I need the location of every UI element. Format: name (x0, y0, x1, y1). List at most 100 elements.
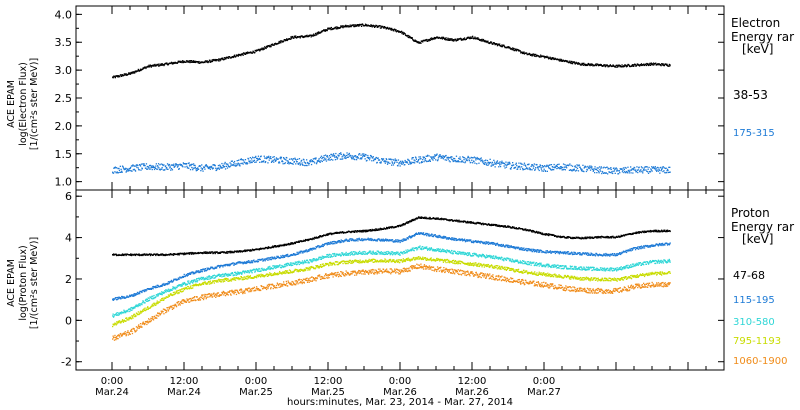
proton-data-point (382, 238, 384, 240)
proton-data-point (362, 231, 364, 233)
proton-data-point (397, 239, 399, 241)
electron-data-point (610, 167, 612, 169)
proton-data-point (495, 225, 497, 227)
electron-data-point (241, 159, 243, 161)
proton-data-point (143, 254, 145, 256)
proton-data-point (351, 238, 353, 240)
electron-data-point (209, 61, 211, 63)
electron-data-point (610, 168, 612, 171)
electron-data-point (376, 161, 378, 164)
electron-data-point (150, 165, 152, 167)
electron-data-point (542, 166, 544, 168)
proton-data-point (499, 224, 501, 227)
electron-data-point (568, 164, 570, 166)
electron-data-point (336, 28, 338, 30)
proton-data-point (495, 244, 497, 246)
electron-data-point (125, 73, 127, 75)
proton-data-point (152, 285, 155, 288)
proton-data-point (197, 271, 199, 273)
electron-data-point (518, 165, 521, 168)
electron-data-point (137, 70, 139, 72)
proton-data-point (157, 286, 159, 288)
electron-data-point (520, 163, 522, 165)
electron-data-point (263, 48, 265, 50)
electron-data-point (587, 165, 589, 168)
electron-data-point (244, 53, 247, 55)
proton-data-point (531, 250, 534, 253)
proton-data-point (481, 223, 483, 226)
proton-data-point (447, 237, 449, 239)
electron-data-point (506, 47, 508, 49)
electron-data-point (484, 162, 486, 164)
proton-data-point (402, 240, 404, 242)
proton-data-point (463, 221, 465, 223)
electron-data-point (426, 38, 428, 41)
electron-data-point (219, 58, 221, 60)
proton-data-point (591, 236, 593, 238)
electron-ytick-label: 2.5 (55, 92, 73, 105)
electron-data-point (176, 164, 178, 166)
electron-data-point (499, 43, 501, 45)
electron-data-point (462, 161, 464, 163)
electron-data-point (341, 156, 343, 158)
electron-data-point (290, 38, 292, 40)
electron-data-point (266, 156, 268, 158)
electron-data-point (297, 163, 300, 165)
electron-data-point (627, 169, 629, 172)
electron-data-point (188, 162, 190, 164)
proton-data-point (285, 255, 287, 257)
electron-data-point (157, 165, 159, 167)
electron-data-point (532, 165, 534, 167)
electron-data-point (193, 61, 196, 63)
proton-data-point (653, 229, 656, 232)
proton-data-point (272, 245, 274, 247)
proton-data-point (533, 251, 535, 253)
electron-data-point (159, 64, 161, 66)
proton-data-point (532, 248, 534, 250)
proton-data-point (371, 228, 373, 231)
electron-data-point (640, 64, 642, 66)
electron-data-point (585, 166, 587, 168)
proton-data-point (118, 253, 120, 256)
electron-data-point (374, 158, 377, 161)
electron-data-point (351, 158, 353, 160)
proton-data-point (164, 284, 166, 286)
electron-data-point (384, 162, 386, 164)
electron-data-point (542, 170, 544, 172)
electron-data-point (136, 166, 138, 169)
electron-data-point (441, 157, 444, 159)
electron-data-point (386, 161, 388, 163)
electron-data-point (517, 168, 519, 170)
electron-data-point (576, 167, 579, 169)
electron-data-point (382, 26, 384, 28)
proton-data-point (414, 234, 416, 237)
proton-data-point (502, 225, 504, 227)
electron-data-point (230, 163, 232, 165)
proton-data-point (477, 240, 480, 242)
electron-data-point (569, 163, 571, 165)
electron-data-point (568, 61, 571, 63)
proton-data-point (578, 252, 580, 254)
electron-data-point (368, 157, 370, 159)
electron-data-point (302, 36, 304, 38)
electron-data-point (175, 163, 177, 165)
proton-data-point (540, 231, 542, 234)
electron-data-point (172, 164, 175, 167)
proton-data-point (522, 249, 524, 251)
electron-data-point (590, 167, 593, 169)
proton-data-point (342, 240, 344, 242)
proton-data-point (376, 240, 378, 242)
electron-data-point (463, 38, 465, 40)
electron-data-point (229, 162, 231, 164)
electron-data-point (139, 165, 142, 167)
electron-data-point (370, 155, 373, 158)
proton-data-point (335, 241, 337, 243)
proton-data-point (496, 242, 499, 244)
electron-data-point (381, 158, 383, 160)
electron-data-point (543, 55, 545, 58)
proton-data-point (556, 235, 558, 237)
electron-data-point (482, 39, 484, 41)
proton-data-point (386, 239, 388, 242)
electron-data-point (409, 162, 411, 164)
